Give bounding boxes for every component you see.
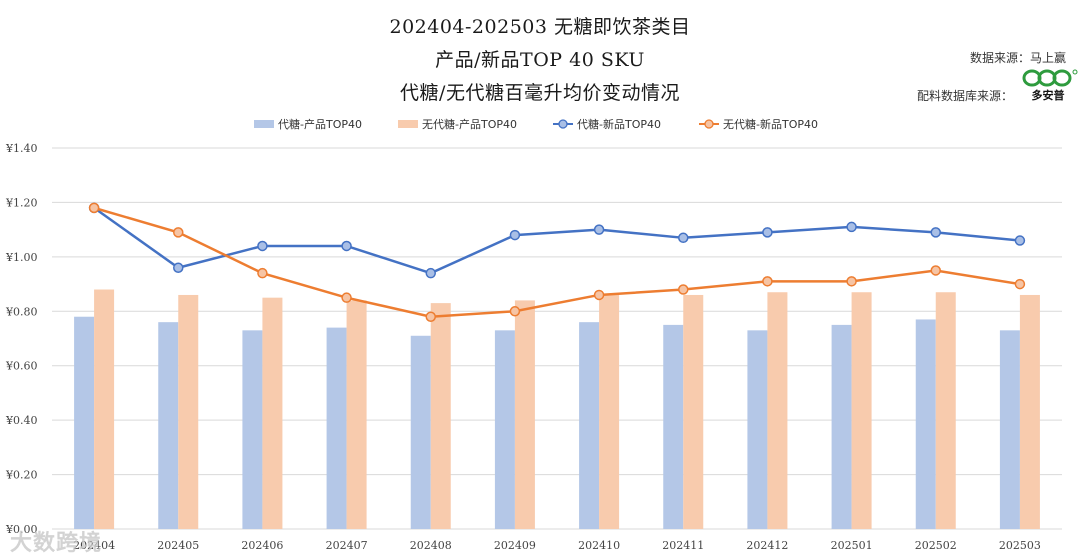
grid-lines [52,147,1062,530]
y-tick-label: ¥0.40 [5,414,38,427]
data-point-sweetener-new [678,232,689,244]
bar-no-sweetener-product [94,289,115,529]
data-point-no-sweetener-new [1014,278,1026,290]
x-tick-label: 202502 [915,539,957,552]
legend-swatch-bar [398,120,418,128]
legend-label: 代糖-产品TOP40 [278,117,362,131]
chart-title-line-2: 产品/新品TOP 40 SKU [435,49,645,71]
y-tick-label: ¥1.00 [5,251,38,264]
x-tick-label: 202407 [326,539,368,552]
bar-sweetener-product [410,335,431,529]
logo-mark-icon [1022,69,1078,87]
legend-swatch-bar [254,120,274,128]
x-axis: 202404 202405 202406 202407 202408 202409 2024… [73,539,1041,552]
data-point-no-sweetener-new [509,306,521,317]
data-point-no-sweetener-new [593,289,605,301]
bar-no-sweetener-product [178,294,199,529]
bar-no-sweetener-product [767,292,788,529]
bar-no-sweetener-product [599,294,620,529]
data-point-sweetener-new [846,221,857,233]
legend-label: 无代糖-产品TOP40 [422,117,517,131]
x-tick-label: 202409 [494,539,536,552]
data-point-sweetener-new [762,227,773,238]
bar-sweetener-product [747,330,768,529]
x-tick-label: 202405 [157,539,199,552]
ingredient-source-label: 配料数据库来源： [917,89,1014,103]
x-tick-label: 202411 [662,539,704,552]
chart-title-line-1: 202404-202503 无糖即饮茶类目 [389,16,691,38]
x-tick-label: 202412 [746,539,788,552]
bar-no-sweetener-product [683,294,704,529]
bar-sweetener-product [999,330,1020,529]
lines [88,202,1026,322]
data-source-label: 数据来源：马上赢 [969,51,1066,65]
data-point-sweetener-new [1014,235,1026,246]
x-tick-label: 202404 [73,539,115,552]
data-point-sweetener-new [509,229,521,241]
data-point-no-sweetener-new [678,284,689,295]
legend-swatch-marker [558,119,568,129]
x-tick-label: 202408 [410,539,452,552]
y-axis: ¥0.00 ¥0.20 ¥0.40 ¥0.60 ¥0.80 ¥1.00 ¥1.20 ¥1.40 [5,142,38,536]
legend-label: 代糖-新品TOP40 [577,117,661,131]
x-tick-label: 202410 [578,539,620,552]
watermark: 大数跨境 [10,531,103,556]
logo-text: 多安普 [1032,88,1065,102]
x-tick-label: 202406 [241,539,283,552]
bar-no-sweetener-product [346,300,367,529]
data-point-no-sweetener-new [846,276,857,287]
data-point-sweetener-new [173,262,184,273]
data-point-no-sweetener-new [88,202,100,214]
legend-swatch-marker [704,119,714,129]
x-tick-label: 202501 [831,539,873,552]
y-tick-label: ¥0.60 [5,360,38,373]
brand-logo: 多安普 [1022,69,1078,102]
data-point-sweetener-new [341,240,352,252]
legend: 代糖-产品TOP40 无代糖-产品TOP40 代糖-新品TOP40 无代糖-新品TOP… [254,117,818,131]
y-tick-label: ¥0.80 [5,305,38,318]
chart-title-line-3: 代糖/无代糖百毫升均价变动情况 [400,82,680,104]
y-tick-label: ¥1.40 [5,142,38,155]
bar-sweetener-product [579,322,600,529]
bar-sweetener-product [158,322,179,529]
x-tick-label: 202503 [999,539,1041,552]
data-point-no-sweetener-new [425,311,436,322]
legend-label: 无代糖-新品TOP40 [723,117,818,131]
data-point-no-sweetener-new [762,276,773,287]
bar-sweetener-product [326,327,347,529]
bar-sweetener-product [494,330,515,529]
data-point-sweetener-new [930,227,941,238]
data-point-no-sweetener-new [257,267,268,279]
data-point-sweetener-new [257,240,268,252]
y-tick-label: ¥0.00 [5,523,38,536]
data-point-sweetener-new [593,224,605,235]
y-tick-label: ¥0.20 [5,469,38,482]
y-tick-label: ¥1.20 [5,196,38,209]
bar-sweetener-product [831,324,852,529]
bar-no-sweetener-product [935,292,956,529]
bar-sweetener-product [663,324,684,529]
data-point-no-sweetener-new [173,227,184,238]
bar-no-sweetener-product [851,292,872,529]
series-line-no-sweetener-new [93,206,1021,318]
bar-no-sweetener-product [262,297,283,529]
bar-no-sweetener-product [430,303,451,529]
bars [74,289,1040,529]
bar-no-sweetener-product [514,300,535,529]
bar-sweetener-product [74,316,95,529]
bar-sweetener-product [242,330,263,529]
data-point-no-sweetener-new [930,265,941,276]
series-line-sweetener-new [93,206,1021,275]
data-point-no-sweetener-new [341,292,352,303]
bar-no-sweetener-product [1019,294,1040,529]
bar-sweetener-product [915,319,936,529]
data-point-sweetener-new [425,267,436,279]
